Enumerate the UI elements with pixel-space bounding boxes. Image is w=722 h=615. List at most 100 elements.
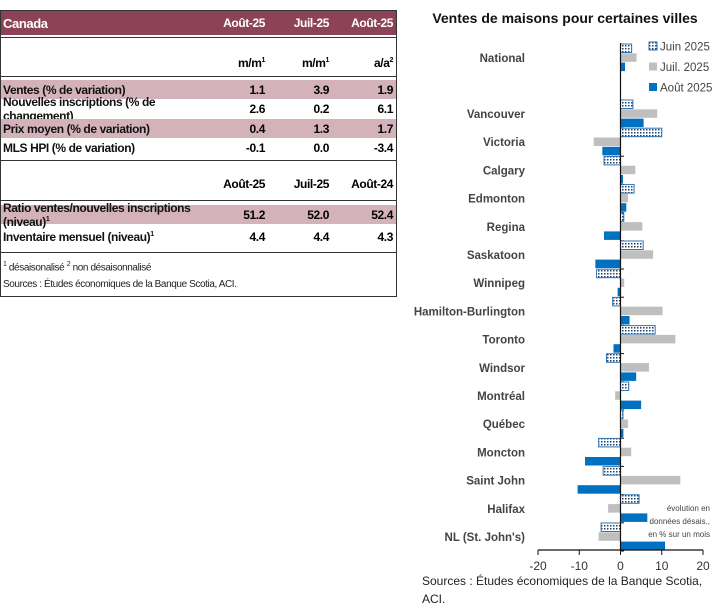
row-label: Ventes (% de variation)	[1, 83, 204, 97]
bar-ao-t-2025	[613, 344, 621, 353]
chart-source: ACI.	[422, 592, 445, 606]
cell-value: 1.9	[377, 82, 394, 97]
bar-juil-2025	[620, 53, 637, 62]
legend-label: Août 2025	[660, 83, 712, 95]
sup: 2	[389, 56, 394, 64]
bar-juin-2025	[605, 353, 622, 363]
bar-juil-2025	[615, 391, 621, 400]
sup: 1	[150, 230, 154, 238]
category-label: Québec	[483, 419, 526, 431]
col-header: Juil-25	[293, 16, 330, 30]
x-tick-label: -10	[571, 559, 589, 573]
units-row: m/m1 m/m1 a/a2	[1, 53, 396, 72]
chart-source: Sources : Études économiques de la Banqu…	[422, 573, 702, 588]
bar-ao-t-2025	[585, 457, 621, 466]
bar-juil-2025	[620, 165, 636, 175]
sup: 2	[66, 261, 71, 268]
sup: 1	[3, 261, 7, 268]
bar-juil-2025	[620, 419, 628, 428]
bar-juil-2025	[593, 137, 621, 146]
cell-value: 0.2	[313, 102, 330, 116]
table-row: MLS HPI (% de variation) -0.1 0.0 -3.4	[1, 139, 396, 158]
city-sales-chart: Ventes de maisons pour certaines villes …	[414, 10, 713, 606]
bar-ao-t-2025	[620, 372, 637, 381]
unit: m/m	[238, 55, 262, 70]
row-label: Inventaire mensuel (niveau)1	[1, 230, 204, 244]
bar-ao-t-2025	[602, 146, 621, 156]
sup: 1	[45, 215, 50, 223]
legend-label: Juin 2025	[660, 42, 710, 54]
bar-juin-2025	[596, 268, 621, 279]
bar-ao-t-2025	[620, 203, 627, 212]
category-label: Hamilton-Burlington	[414, 306, 525, 318]
canada-housing-table: Canada Août-25 Juil-25 Août-25 m/m1 m/m1…	[0, 10, 397, 297]
col-header: Août-24	[351, 176, 393, 191]
table-title: Canada	[3, 15, 48, 31]
label-text: Inventaire mensuel (niveau)	[3, 229, 151, 244]
category-label: Saskatoon	[467, 250, 525, 262]
cell-value: 4.4	[249, 229, 266, 244]
bar-juil-2025	[620, 193, 628, 203]
table-row: Ratio ventes/nouvelles inscriptions (niv…	[1, 201, 396, 229]
label-text: Prix moyen (% de variation)	[3, 121, 150, 136]
category-label: Winnipeg	[473, 278, 525, 290]
bar-juil-2025	[620, 109, 658, 118]
cell-value: 1.1	[249, 82, 266, 97]
cell-value: 0.4	[249, 121, 266, 136]
category-label: Moncton	[477, 447, 525, 459]
cell-value: 3.9	[313, 82, 330, 97]
x-tick-label: 10	[655, 559, 669, 573]
legend-swatch	[648, 41, 658, 51]
category-label: Saint John	[466, 476, 525, 488]
bar-juil-2025	[620, 447, 632, 457]
bar-ao-t-2025	[620, 118, 644, 128]
cell-value: 4.4	[313, 229, 330, 244]
cell-value: -0.1	[245, 141, 265, 155]
bar-juil-2025	[620, 278, 625, 287]
category-label: NL (St. John's)	[445, 532, 526, 544]
category-label: Windsor	[479, 363, 525, 375]
bar-juin-2025	[620, 240, 644, 250]
footnote-2: non désaisonnalisé	[72, 262, 152, 274]
x-tick-label: 0	[617, 559, 624, 573]
bar-juin-2025	[620, 494, 640, 504]
bar-juin-2025	[620, 184, 635, 194]
cell-value: 52.4	[371, 207, 393, 222]
cell-value: 52.0	[307, 207, 329, 222]
category-label: Toronto	[482, 335, 525, 347]
legend-label: Juil. 2025	[660, 62, 709, 74]
col-header: Août-25	[351, 16, 393, 30]
header2-row: Août-25 Juil-25 Août-24	[1, 174, 396, 193]
sup: 1	[261, 56, 266, 64]
bar-juin-2025	[600, 522, 622, 532]
bar-juin-2025	[620, 325, 656, 335]
unit: m/m	[302, 55, 326, 70]
bar-juin-2025	[603, 155, 621, 166]
table-header: Canada Août-25 Juil-25 Août-25	[1, 11, 396, 35]
bar-ao-t-2025	[620, 541, 666, 551]
chart-title: Ventes de maisons pour certaines villes	[432, 10, 698, 26]
table-row: Nouvelles inscriptions (% de changement)…	[1, 95, 396, 123]
bar-juil-2025	[608, 504, 621, 513]
row-label: Ratio ventes/nouvelles inscriptions (niv…	[1, 201, 204, 229]
bar-juil-2025	[620, 334, 676, 344]
table-row: Inventaire mensuel (niveau)1 4.4 4.4 4.3	[1, 227, 396, 246]
label-text: Ratio ventes/nouvelles inscriptions (niv…	[3, 200, 191, 229]
category-label: Montréal	[477, 391, 525, 403]
cell-value: 1.3	[313, 121, 330, 136]
bar-ao-t-2025	[620, 175, 623, 184]
category-label: Vancouver	[467, 109, 526, 121]
bar-juin-2025	[620, 43, 633, 53]
label-text: Ventes (% de variation)	[3, 82, 126, 97]
footnote-1: désaisonalisé	[8, 262, 65, 274]
category-label: Regina	[487, 222, 526, 234]
bar-juil-2025	[620, 306, 663, 316]
bar-juin-2025	[620, 99, 634, 109]
cell-value: -3.4	[373, 141, 393, 155]
bar-juin-2025	[598, 437, 621, 448]
legend-swatch	[649, 83, 657, 91]
table-row: Ventes (% de variation) 1.1 3.9 1.9	[1, 80, 396, 99]
cell-value: 51.2	[243, 207, 265, 222]
cell-value: 1.7	[377, 121, 394, 136]
bar-juil-2025	[620, 250, 654, 259]
